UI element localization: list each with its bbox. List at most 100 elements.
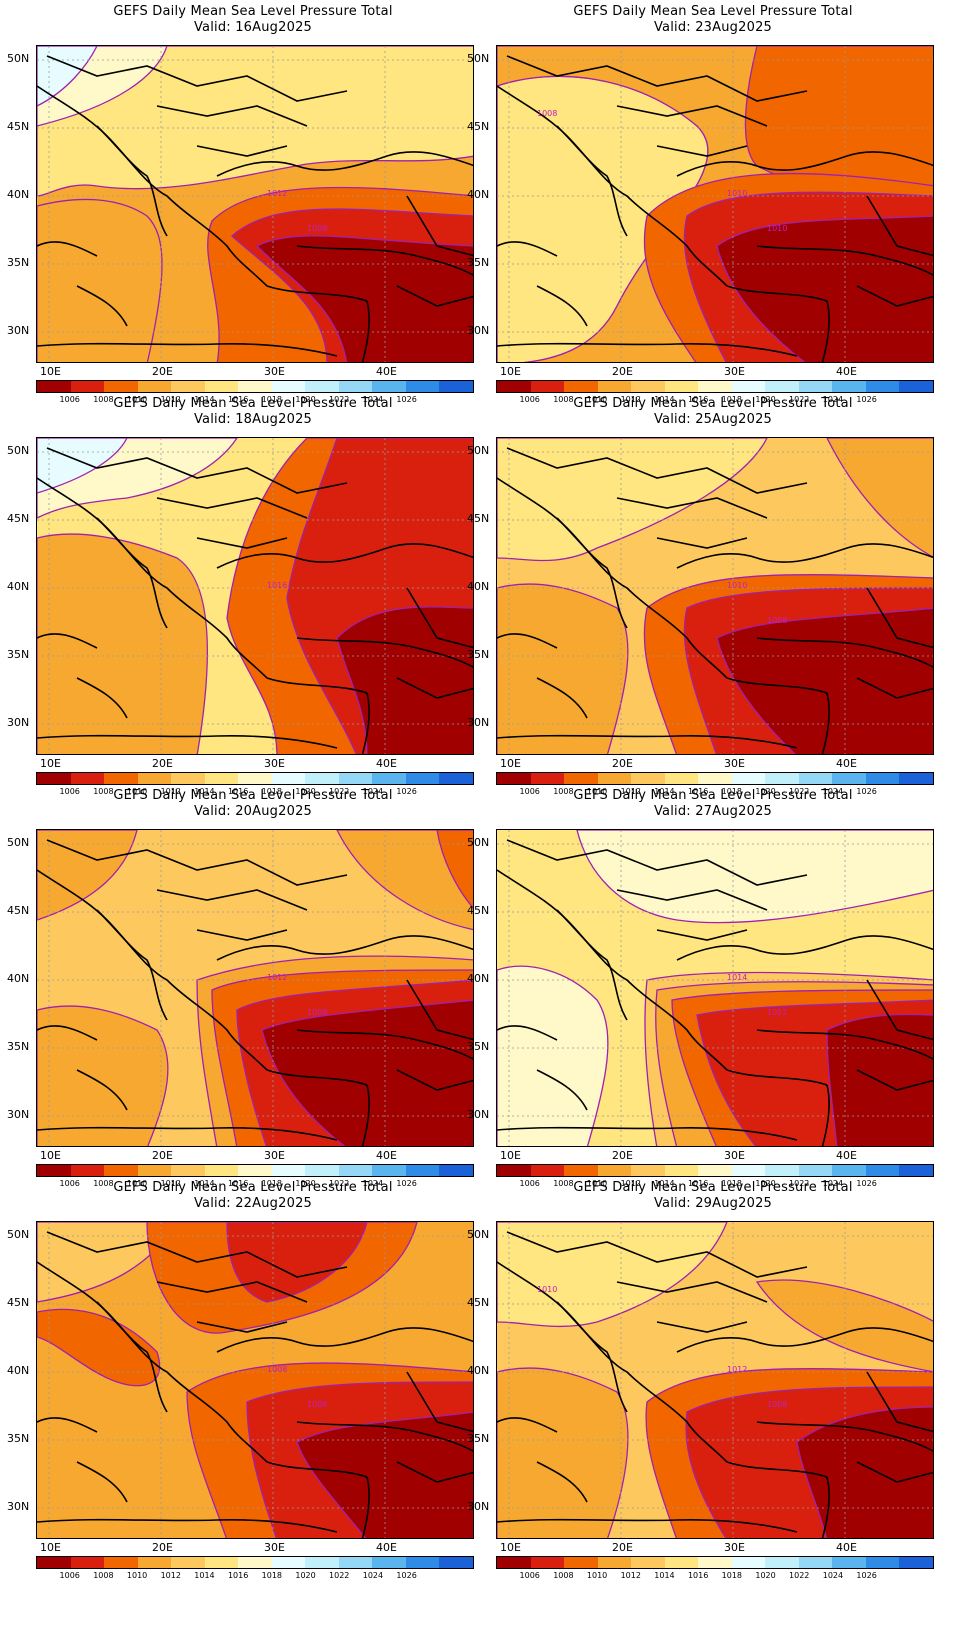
coastline-border bbox=[37, 1025, 98, 1041]
colorbar-swatch bbox=[238, 1165, 272, 1176]
coastline-border bbox=[497, 241, 558, 257]
colorbar-swatch bbox=[271, 381, 306, 392]
coastline-border bbox=[196, 145, 288, 157]
coastline-border bbox=[856, 1069, 933, 1091]
colorbar-label: 1006 bbox=[519, 395, 540, 404]
colorbar-label: 1026 bbox=[396, 1179, 417, 1188]
coastline-border bbox=[866, 195, 933, 257]
coastline-border bbox=[361, 300, 370, 362]
longitude-label: 20E bbox=[152, 757, 173, 770]
latitude-label: 30N bbox=[7, 324, 30, 337]
longitude-label: 40E bbox=[836, 1541, 857, 1554]
coastline-border bbox=[37, 1518, 338, 1533]
colorbar-swatch bbox=[832, 1165, 866, 1176]
colorbar-swatch bbox=[70, 381, 105, 392]
colorbar-label: 1006 bbox=[59, 395, 80, 404]
latitude-label: 30N bbox=[7, 1500, 30, 1513]
pressure-contour-region bbox=[296, 1411, 473, 1538]
colorbar-label: 1024 bbox=[822, 395, 844, 404]
colorbar-label: 1006 bbox=[519, 787, 540, 796]
latitude-label: 30N bbox=[467, 1500, 490, 1513]
latitude-label: 35N bbox=[467, 648, 490, 661]
colorbar-swatch bbox=[238, 773, 272, 784]
coastline-border bbox=[536, 1461, 588, 1503]
colorbar bbox=[36, 772, 474, 785]
longitude-label: 20E bbox=[152, 1149, 173, 1162]
colorbar-swatch bbox=[564, 381, 598, 392]
colorbar-label: 1012 bbox=[160, 787, 181, 796]
longitude-label: 10E bbox=[40, 365, 61, 378]
longitude-label: 10E bbox=[500, 365, 521, 378]
colorbar-swatch bbox=[631, 381, 665, 392]
pressure-map: 1012 1008 bbox=[36, 829, 474, 1147]
colorbar-swatch bbox=[564, 1165, 598, 1176]
pressure-contour-region bbox=[336, 606, 473, 754]
colorbar-label: 1014 bbox=[194, 787, 215, 796]
contour-label: 1008 bbox=[767, 616, 787, 625]
colorbar-label: 1014 bbox=[194, 395, 215, 404]
contour-label: 1008 bbox=[767, 1400, 787, 1409]
longitude-label: 10E bbox=[40, 757, 61, 770]
panel-valid-date: Valid: 25Aug2025 bbox=[653, 412, 773, 427]
coastline-border bbox=[506, 839, 808, 886]
latitude-label: 30N bbox=[7, 1108, 30, 1121]
colorbar-swatch bbox=[631, 1165, 665, 1176]
colorbar-swatch bbox=[765, 773, 799, 784]
coastline-border bbox=[536, 285, 588, 327]
colorbar-swatch bbox=[497, 773, 531, 784]
coastline-border bbox=[46, 55, 348, 102]
colorbar-swatch bbox=[631, 1557, 665, 1568]
panel-valid-date: Valid: 18Aug2025 bbox=[193, 412, 313, 427]
panel-title-text: GEFS Daily Mean Sea Level Pressure Total bbox=[573, 1180, 853, 1195]
colorbar-label: 1020 bbox=[295, 1571, 316, 1580]
coastline-border bbox=[866, 979, 933, 1041]
coastline-border bbox=[726, 677, 828, 694]
colorbar-swatch bbox=[405, 381, 440, 392]
colorbar-label: 1010 bbox=[126, 1179, 148, 1188]
colorbar-label: 1018 bbox=[261, 787, 283, 796]
panel-title-text: GEFS Daily Mean Sea Level Pressure Total bbox=[573, 788, 853, 803]
colorbar-label: 1026 bbox=[396, 1571, 417, 1580]
coastline-border bbox=[96, 517, 168, 629]
colorbar-swatch bbox=[137, 1557, 172, 1568]
panel-title: GEFS Daily Mean Sea Level Pressure Total… bbox=[488, 1180, 938, 1212]
coastline-border bbox=[296, 245, 473, 276]
map-panel: GEFS Daily Mean Sea Level Pressure Total… bbox=[460, 784, 934, 1188]
colorbar-label: 1024 bbox=[822, 1571, 844, 1580]
colorbar-label: 1006 bbox=[59, 1179, 80, 1188]
pressure-map: 1016 bbox=[36, 437, 474, 755]
coastline-border bbox=[37, 1417, 98, 1433]
colorbar-swatch bbox=[372, 1557, 406, 1568]
colorbar-label: 1022 bbox=[789, 1179, 810, 1188]
panel-title: GEFS Daily Mean Sea Level Pressure Total… bbox=[28, 788, 478, 820]
pressure-contour-region bbox=[336, 830, 473, 931]
colorbar-swatch bbox=[731, 1165, 766, 1176]
latitude-label: 50N bbox=[467, 52, 490, 65]
colorbar-swatch bbox=[439, 773, 473, 784]
latitude-label: 50N bbox=[7, 444, 30, 457]
longitude-label: 20E bbox=[612, 1541, 633, 1554]
map-panel: GEFS Daily Mean Sea Level Pressure Total… bbox=[0, 0, 474, 404]
colorbar-swatch bbox=[731, 773, 766, 784]
colorbar-swatch bbox=[865, 381, 900, 392]
colorbar-swatch bbox=[899, 1557, 933, 1568]
coastline-border bbox=[266, 677, 368, 694]
coastline-border bbox=[96, 1301, 168, 1413]
colorbar-swatch bbox=[137, 1165, 172, 1176]
latitude-label: 50N bbox=[7, 52, 30, 65]
colorbar-swatch bbox=[238, 381, 272, 392]
colorbar-swatch bbox=[405, 1557, 440, 1568]
coastline-border bbox=[37, 241, 98, 257]
pressure-map: 1012 1008 bbox=[36, 45, 474, 363]
coastline-border bbox=[676, 151, 933, 177]
contour-label: 1016 bbox=[267, 581, 287, 590]
contour-label: 1012 bbox=[727, 1365, 747, 1374]
colorbar-swatch bbox=[765, 381, 799, 392]
longitude-label: 20E bbox=[612, 365, 633, 378]
colorbar-swatch bbox=[497, 381, 531, 392]
colorbar bbox=[496, 380, 934, 393]
pressure-contour-region bbox=[436, 830, 473, 909]
colorbar-label: 1006 bbox=[59, 1571, 80, 1580]
longitude-label: 40E bbox=[376, 1541, 397, 1554]
pressure-field-svg: 1012 1008 bbox=[37, 46, 473, 362]
